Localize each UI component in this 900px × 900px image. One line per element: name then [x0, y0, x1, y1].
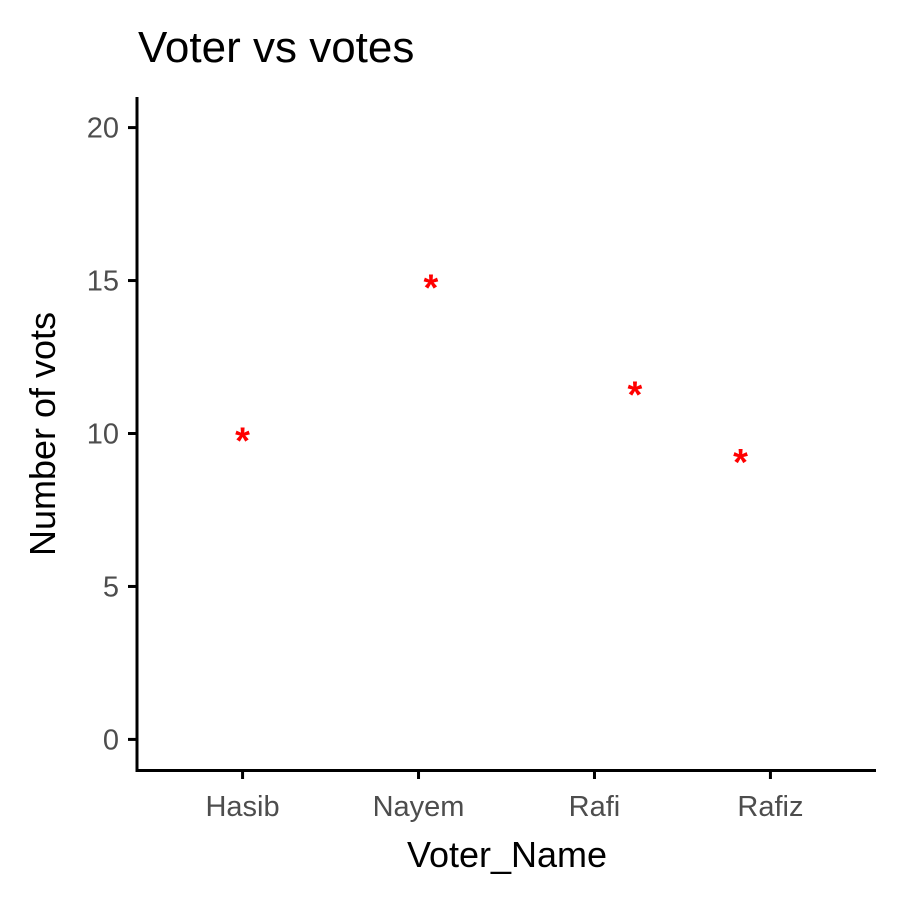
y-tick-label: 5 [103, 571, 119, 603]
x-tick-label: Rafiz [737, 791, 803, 823]
y-tick-label: 20 [87, 113, 119, 145]
x-axis-title: Voter_Name [407, 834, 607, 875]
data-point: * [628, 375, 643, 417]
x-ticks: Hasib Nayem Rafi Rafiz [205, 770, 803, 823]
x-tick-label: Rafi [569, 791, 621, 823]
x-tick-label: Hasib [205, 791, 279, 823]
chart-title: Voter vs votes [138, 23, 414, 72]
y-axis-title: Number of vots [22, 312, 63, 556]
y-ticks: 0 5 10 15 20 [87, 113, 137, 756]
data-points: * * * * [235, 268, 748, 484]
y-tick-label: 15 [87, 266, 119, 298]
data-point: * [423, 268, 438, 310]
x-tick-label: Nayem [373, 791, 465, 823]
y-tick-label: 10 [87, 419, 119, 451]
data-point: * [733, 442, 748, 484]
data-point: * [235, 421, 250, 463]
y-tick-label: 0 [103, 724, 119, 756]
